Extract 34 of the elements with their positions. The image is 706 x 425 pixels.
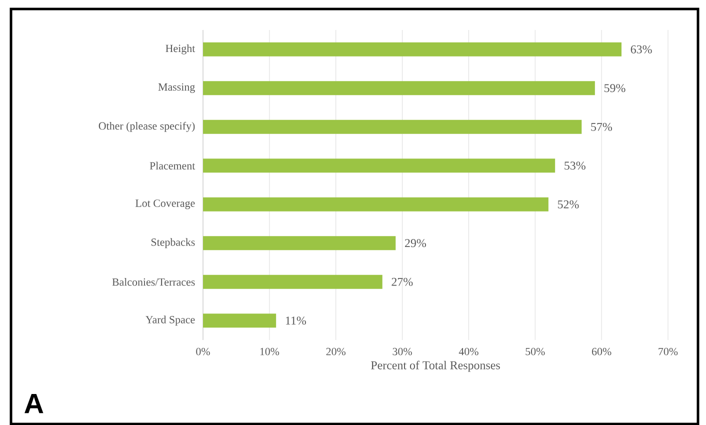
x-tick-label: 50% [526, 348, 545, 356]
x-tick-label: 0% [196, 348, 210, 356]
bar [203, 81, 595, 96]
bar [203, 158, 556, 173]
y-tick-label: Lot Coverage [136, 199, 195, 210]
data-label: 63% [630, 45, 652, 54]
text: A [24, 394, 44, 414]
x-tick-label: 40% [458, 348, 478, 356]
bar [203, 120, 582, 134]
x-tick-label: 60% [592, 348, 612, 356]
bar [203, 314, 276, 328]
data-label: 29% [405, 238, 426, 248]
x-tick-label: 10% [260, 348, 280, 356]
y-tick-label: Yard Space [146, 316, 195, 326]
y-tick-label: Balconies/Terraces [112, 278, 195, 286]
y-tick-label: Placement [150, 162, 196, 170]
x-tick-label: 20% [326, 348, 346, 356]
bar [203, 274, 382, 289]
data-label: 27% [392, 278, 413, 286]
x-tick-label: 70% [658, 348, 678, 356]
x-axis-title: Percent of Total Responses [371, 360, 500, 372]
data-label: 11% [286, 316, 306, 325]
data-label: 59% [604, 84, 626, 92]
data-label: 52% [558, 200, 579, 208]
data-label: 57% [591, 122, 612, 131]
y-tick-label: Other (please specify) [98, 122, 195, 132]
bar [203, 236, 396, 250]
y-tick-label: Stepbacks [151, 238, 195, 248]
y-tick-label: Height [166, 44, 196, 54]
x-tick-label: 30% [392, 348, 412, 356]
bar [203, 197, 548, 212]
data-label: 53% [564, 161, 586, 170]
bar [203, 42, 622, 56]
y-tick-label: Massing [158, 83, 195, 93]
